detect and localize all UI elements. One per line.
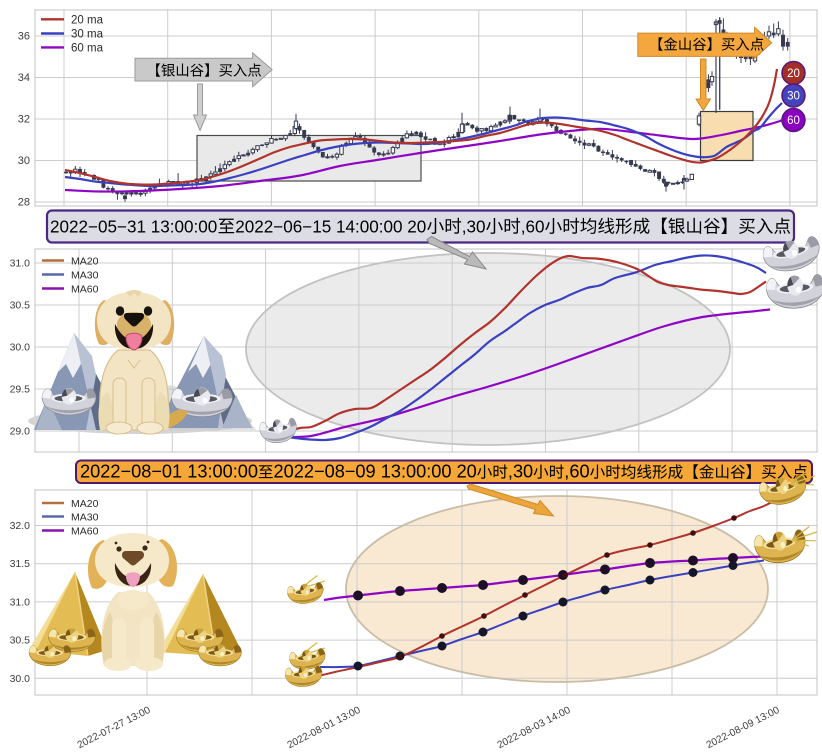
svg-text:,60: ,60: [564, 462, 589, 482]
svg-text:30.0: 30.0: [10, 342, 31, 354]
svg-text:2022-08-03 14:00: 2022-08-03 14:00: [496, 705, 573, 751]
svg-text:2022-08-01 13:00: 2022-08-01 13:00: [286, 705, 363, 751]
svg-text:,30: ,30: [462, 218, 486, 237]
svg-text:31.0: 31.0: [10, 596, 31, 608]
svg-text:32.0: 32.0: [10, 520, 31, 532]
svg-text:30 ma: 30 ma: [71, 29, 104, 41]
svg-text:60 ma: 60 ma: [71, 42, 104, 54]
svg-text:32: 32: [18, 114, 30, 126]
svg-text:MA30: MA30: [71, 269, 99, 281]
svg-text:,30: ,30: [508, 462, 533, 482]
svg-text:2022-08-09 13:00: 2022-08-09 13:00: [705, 705, 782, 751]
svg-text:2022−08−01 13:00:00: 2022−08−01 13:00:00: [80, 462, 258, 482]
svg-text:MA60: MA60: [71, 525, 99, 537]
svg-text:30.5: 30.5: [10, 635, 31, 647]
svg-text:2022-07-27 13:00: 2022-07-27 13:00: [76, 705, 153, 751]
svg-text:60: 60: [787, 115, 800, 127]
svg-text:31.5: 31.5: [10, 558, 31, 570]
svg-text:MA60: MA60: [71, 283, 99, 295]
svg-text:MA30: MA30: [71, 511, 99, 523]
svg-text:29.5: 29.5: [10, 384, 31, 396]
svg-text:20: 20: [787, 68, 800, 80]
svg-text:30: 30: [787, 91, 800, 103]
svg-text:30: 30: [18, 155, 30, 167]
svg-text:36: 36: [18, 31, 30, 43]
svg-text:MA20: MA20: [71, 255, 99, 267]
svg-text:30.0: 30.0: [10, 673, 31, 685]
svg-text:2022−05−31 13:00:00: 2022−05−31 13:00:00: [50, 218, 217, 237]
svg-text:29.0: 29.0: [10, 426, 31, 438]
svg-text:2022−06−15 14:00:00 20: 2022−06−15 14:00:00 20: [235, 218, 426, 237]
svg-text:2022−08−09 13:00:00 20: 2022−08−09 13:00:00 20: [274, 462, 477, 482]
svg-text:,60: ,60: [521, 218, 545, 237]
svg-text:28: 28: [18, 197, 30, 209]
svg-text:34: 34: [18, 72, 30, 84]
svg-text:31.0: 31.0: [10, 258, 31, 270]
svg-text:MA20: MA20: [71, 498, 99, 510]
svg-text:20 ma: 20 ma: [71, 14, 104, 26]
svg-text:30.5: 30.5: [10, 300, 31, 312]
